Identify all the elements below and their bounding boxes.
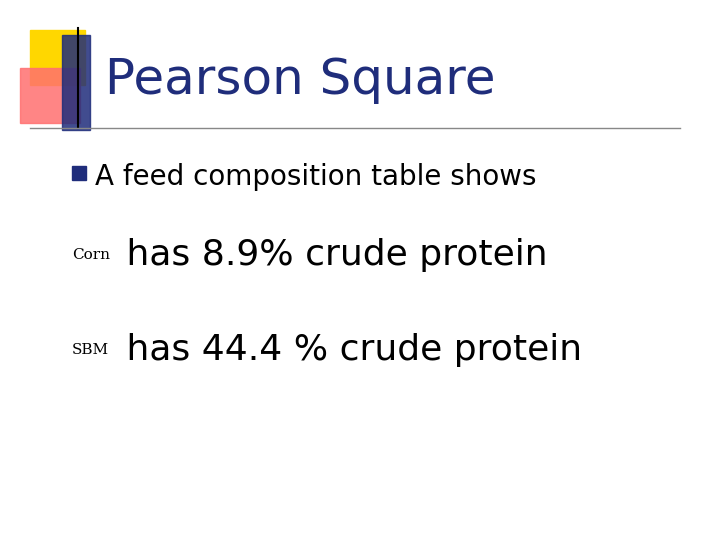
Text: Corn: Corn [72, 248, 110, 262]
Text: Pearson Square: Pearson Square [105, 56, 495, 104]
Bar [20, 68, 80, 123]
Text: A feed composition table shows: A feed composition table shows [95, 163, 536, 191]
Text: has 44.4 % crude protein: has 44.4 % crude protein [115, 333, 582, 367]
Bar [30, 30, 85, 85]
Bar [62, 35, 90, 130]
Bar [72, 166, 86, 180]
Text: has 8.9% crude protein: has 8.9% crude protein [115, 238, 548, 272]
Text: SBM: SBM [72, 343, 109, 357]
